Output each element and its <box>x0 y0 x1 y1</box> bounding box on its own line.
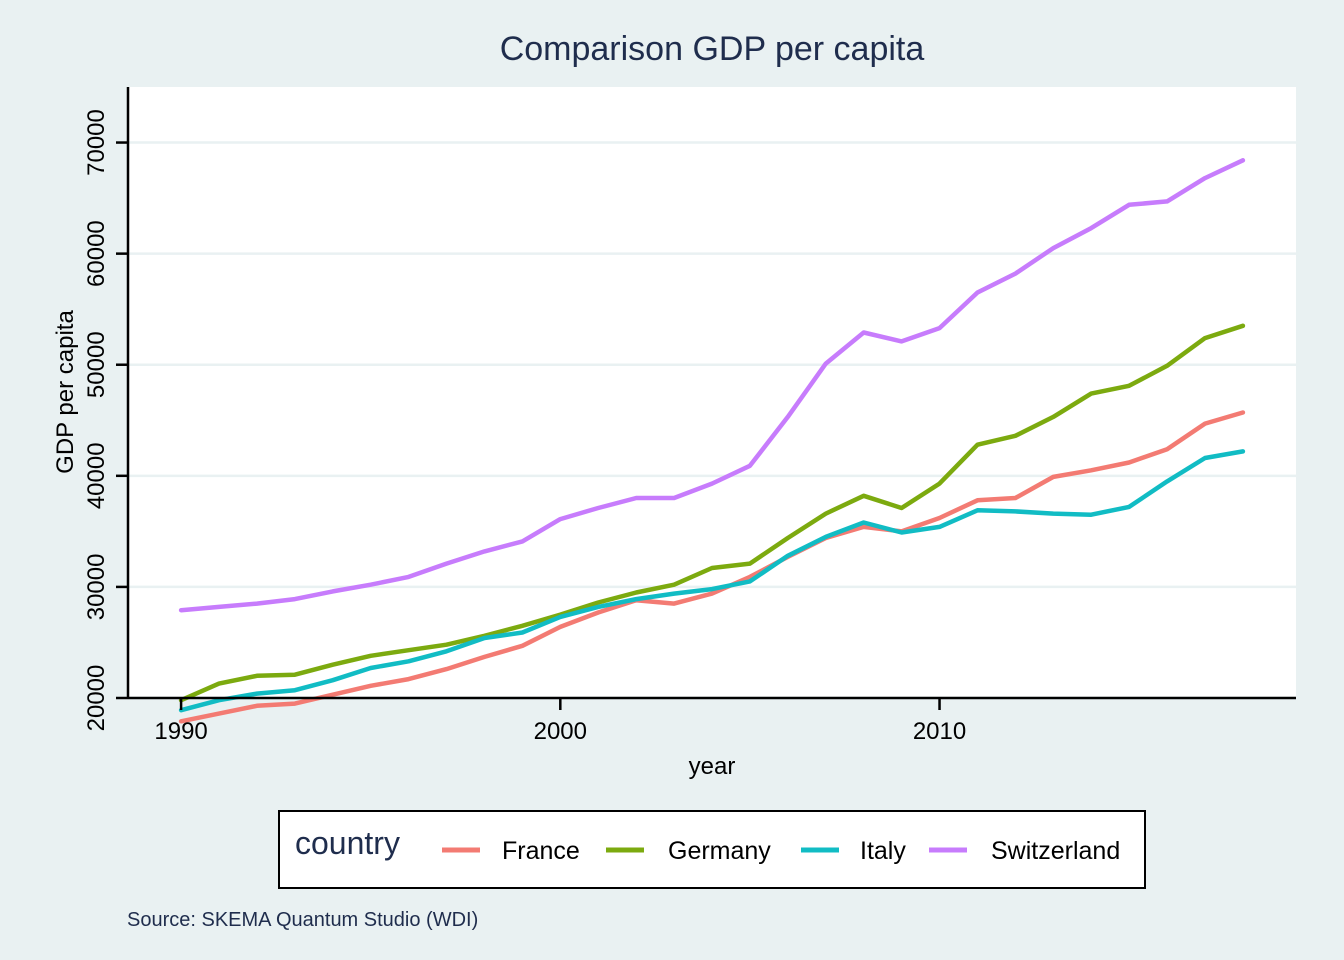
axes <box>126 87 1296 700</box>
chart-title: Comparison GDP per capita <box>500 30 925 68</box>
series-lines <box>178 158 1246 724</box>
series-line-france <box>178 410 1246 724</box>
legend-label-france: France <box>502 837 580 865</box>
series-line-germany <box>178 323 1246 703</box>
y-tick-label: 20000 <box>83 665 110 732</box>
series-line-italy <box>178 449 1246 713</box>
legend-items: France Germany Italy Switzerland <box>442 837 1120 865</box>
legend: country France Germany Italy Switzerland <box>278 810 1146 889</box>
source-caption: Source: SKEMA Quantum Studio (WDI) <box>127 909 478 931</box>
y-axis-title: GDP per capita <box>52 310 79 474</box>
y-tick-label: 30000 <box>83 554 110 621</box>
y-tick-label: 60000 <box>83 220 110 287</box>
x-ticks: 1990 2000 2010 <box>154 698 966 745</box>
x-axis-title: year <box>689 753 736 780</box>
x-tick-label: 1990 <box>154 718 207 745</box>
series-line-switzerland <box>178 158 1246 613</box>
y-tick-label: 70000 <box>83 109 110 176</box>
x-tick-label: 2000 <box>534 718 587 745</box>
plot-area <box>128 87 1296 698</box>
legend-title: country <box>295 825 400 861</box>
x-tick-label: 2010 <box>913 718 966 745</box>
legend-box <box>278 810 1146 889</box>
y-tick-label: 50000 <box>83 331 110 398</box>
legend-label-italy: Italy <box>860 837 906 865</box>
y-ticks: 20000 30000 40000 50000 60000 70000 <box>83 109 128 731</box>
legend-label-switzerland: Switzerland <box>991 837 1120 865</box>
legend-label-germany: Germany <box>668 837 771 865</box>
y-tick-label: 40000 <box>83 442 110 509</box>
